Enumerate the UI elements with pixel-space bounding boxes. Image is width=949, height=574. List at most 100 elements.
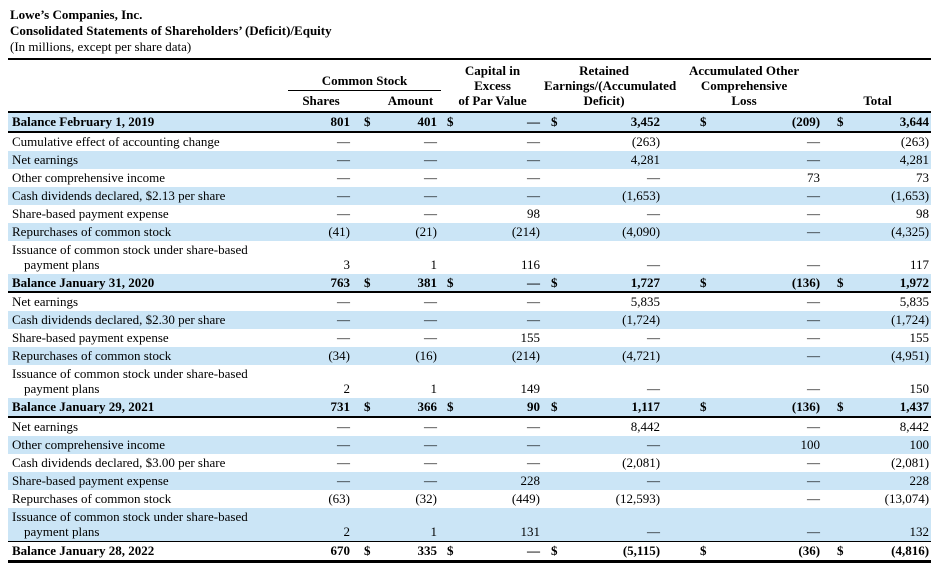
dollar-sign — [354, 241, 380, 274]
statement-title: Consolidated Statements of Shareholders’… — [10, 23, 332, 38]
dollar-sign — [441, 132, 465, 151]
dollar-sign — [354, 490, 380, 508]
shares-value: — — [337, 294, 350, 310]
table-row: Net earnings — — — 4,281 — 4,281 — [8, 150, 932, 169]
row-label: Net earnings — [12, 419, 79, 435]
row-label: Share-based payment expense — [12, 205, 169, 221]
dollar-sign — [544, 169, 568, 187]
shares-value: — — [337, 312, 350, 328]
table-row: Repurchases of common stock (41) (21) (2… — [8, 222, 932, 241]
table-row: Cash dividends declared, $3.00 per share… — [8, 454, 931, 472]
shares-value: — — [337, 330, 350, 346]
dollar-sign — [664, 329, 710, 347]
total-value: (1,653) — [891, 187, 930, 203]
retained-earnings-value: — — [647, 436, 661, 452]
row-label: Other comprehensive income — [12, 436, 166, 452]
dollar-sign — [664, 347, 710, 365]
aoci-value: — — [807, 523, 821, 539]
row-label: Balance February 1, 2019 — [8, 112, 288, 134]
dollar-sign — [354, 436, 380, 454]
shares-value: 3 — [343, 256, 351, 272]
dollar-sign — [544, 205, 568, 223]
dollar-sign — [824, 132, 848, 151]
capital-in-excess-value: 155 — [520, 330, 541, 346]
table-body: Balance February 1, 2019 801 $ 401 $ — $… — [8, 112, 932, 563]
table-row: Issuance of common stock under share-bas… — [8, 241, 931, 274]
capital-in-excess-value: — — [527, 312, 541, 328]
aoci-value: — — [807, 205, 821, 221]
total-value: 98 — [916, 205, 930, 221]
dollar-sign — [664, 223, 710, 241]
aoci-value: — — [807, 454, 821, 470]
row-label: Cumulative effect of accounting change — [12, 134, 220, 150]
dollar-sign — [664, 205, 710, 223]
capital-in-excess-value: — — [527, 294, 541, 310]
dollar-sign — [544, 329, 568, 347]
retained-earnings-value: (4,090) — [622, 223, 661, 239]
amount-value: — — [424, 187, 437, 203]
dollar-sign — [544, 241, 568, 274]
dollar-sign — [824, 347, 848, 365]
dollar-sign — [824, 417, 848, 436]
dollar-sign — [354, 347, 380, 365]
capital-in-excess-value: 90 — [465, 398, 545, 419]
dollar-sign — [544, 151, 568, 169]
row-label: Balance January 29, 2021 — [8, 398, 288, 419]
row-label: Repurchases of common stock — [12, 223, 172, 239]
capital-in-excess-value: 98 — [527, 205, 541, 221]
aoci-value: — — [807, 419, 821, 435]
aoci-value: (209) — [710, 112, 825, 134]
dollar-sign — [441, 205, 465, 223]
capital-in-excess-value: 228 — [520, 472, 541, 488]
aoci-value: — — [807, 151, 821, 167]
dollar-sign — [441, 347, 465, 365]
capital-in-excess-value: — — [527, 419, 541, 435]
shares-value: (34) — [328, 348, 350, 364]
document-header: Lowe’s Companies, Inc. Consolidated Stat… — [10, 7, 939, 55]
aoci-value: — — [807, 134, 821, 150]
total-value: 150 — [909, 381, 930, 397]
aoci-value: — — [807, 312, 821, 328]
total-value: 4,281 — [899, 151, 930, 167]
amount-value: (32) — [415, 490, 437, 506]
dollar-sign — [824, 205, 848, 223]
amount-value: 381 — [380, 273, 441, 294]
dollar-sign — [354, 417, 380, 436]
capital-in-excess-value: (214) — [511, 223, 541, 239]
retained-earnings-value: — — [647, 472, 661, 488]
shares-value: 2 — [343, 381, 351, 397]
capital-in-excess-value: — — [527, 134, 541, 150]
row-label: Repurchases of common stock — [12, 348, 172, 364]
dollar-sign — [824, 490, 848, 508]
dollar-sign — [824, 169, 848, 187]
row-label: Cash dividends declared, $3.00 per share — [12, 454, 226, 470]
amount-value: (16) — [415, 348, 437, 364]
aoci-value: — — [807, 348, 821, 364]
retained-earnings-value: — — [647, 381, 661, 397]
dollar-sign — [544, 292, 568, 311]
dollar-sign — [441, 169, 465, 187]
header-spacer — [354, 90, 380, 114]
dollar-sign — [824, 292, 848, 311]
dollar-sign — [441, 187, 465, 205]
shares-header: Shares — [288, 90, 354, 114]
retained-earnings-value: 1,117 — [568, 398, 665, 419]
dollar-sign — [544, 508, 568, 541]
dollar-sign: $ — [441, 112, 465, 134]
dollar-sign: $ — [664, 540, 711, 563]
dollar-sign: $ — [354, 273, 380, 294]
table-row: Other comprehensive income — — — — 100 1… — [8, 435, 932, 454]
dollar-sign — [544, 311, 568, 329]
table-row: Cash dividends declared, $2.30 per share… — [8, 311, 932, 330]
total-value: 100 — [909, 436, 930, 452]
aoci-value: (36) — [710, 540, 825, 563]
units-note: (In millions, except per share data) — [10, 39, 192, 54]
shares-value: 670 — [288, 540, 354, 563]
table-row: Balance January 28, 2022 670 $ 335 $ — $… — [8, 540, 932, 563]
dollar-sign — [664, 365, 710, 398]
retained-earnings-value: 4,281 — [630, 151, 661, 167]
dollar-sign — [544, 436, 568, 454]
retained-earnings-value: 8,442 — [630, 419, 661, 435]
row-label: Cash dividends declared, $2.30 per share — [12, 312, 226, 328]
header-row-sub: Shares Amount — [8, 90, 931, 114]
